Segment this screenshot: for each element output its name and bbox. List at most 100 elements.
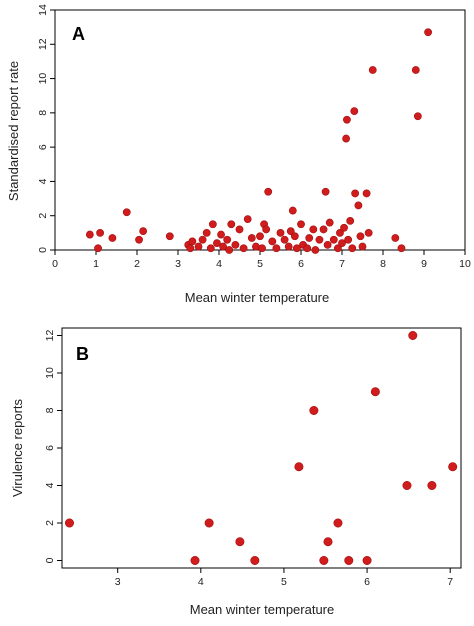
panel-a-data-point	[85, 230, 94, 239]
panel-a-data-point	[122, 208, 131, 217]
panel-b-y-tick-label: 0	[44, 557, 56, 563]
panel-a-data-point	[311, 246, 320, 254]
panel-a-data-point	[356, 232, 365, 241]
panel-b-data-point	[319, 555, 329, 565]
panel-a-data-point	[309, 225, 318, 234]
panel-b-y-tick-label: 12	[44, 330, 56, 342]
panel-a-data-point	[219, 242, 227, 251]
panel-b-plot-area	[61, 327, 462, 569]
panel-a-data-point	[342, 134, 350, 143]
panel-b-y-ticks: 0 2 4 6 8 10 12	[44, 330, 62, 563]
panel-b-data-point	[190, 555, 200, 565]
panel-a-data-point	[391, 234, 400, 242]
panel-b-data-point	[344, 555, 354, 565]
panel-a-data-point	[343, 115, 351, 124]
panel-a-data-point	[319, 225, 328, 234]
panel-a-data-point	[94, 244, 102, 253]
panel-a-data-point	[364, 228, 373, 237]
panel-a-data-point	[96, 228, 104, 237]
panel-b-data-point	[64, 518, 74, 528]
panel-a-data-point	[303, 244, 312, 253]
panel-a-data-point	[247, 234, 256, 242]
panel-a-data-point	[243, 215, 252, 224]
panel-a-data-point	[340, 223, 348, 232]
panel-b-x-ticks: 3 4 5 6 7	[115, 568, 453, 588]
panel-a-data-point	[217, 230, 225, 239]
panel-a-label: A	[72, 24, 85, 44]
panel-a-data-point	[325, 218, 334, 227]
panel-a-x-tick-label: 2	[134, 258, 140, 270]
panel-b-data-point	[402, 480, 412, 490]
panel-a-data-point	[321, 187, 330, 196]
panel-a-data-point	[336, 228, 344, 237]
panel-a-data-point	[344, 235, 353, 244]
panel-a-data-point	[258, 244, 266, 253]
panel-b-y-axis-title: Virulence reports	[10, 398, 25, 497]
panel-a-x-tick-label: 7	[339, 258, 345, 270]
panel-a-data-point	[413, 112, 422, 121]
panel-b-data-point	[333, 518, 343, 528]
panel-b-label: B	[76, 344, 89, 364]
panel-a-data-point	[165, 232, 174, 241]
panel-a-data-point	[424, 28, 432, 37]
panel-a-data-point	[297, 220, 305, 229]
panel-b-data-point	[235, 537, 245, 547]
panel-a-data-point	[194, 242, 203, 251]
panel-a-points	[85, 28, 432, 254]
panel-a-data-point	[411, 66, 420, 74]
panel-b-y-tick-label: 6	[44, 445, 56, 451]
panel-a-x-tick-label: 9	[421, 258, 427, 270]
panel-a-data-point	[239, 244, 248, 253]
panel-a-data-point	[268, 237, 277, 246]
panel-b-y-tick-label: 4	[44, 482, 56, 488]
panel-a-data-point	[333, 244, 342, 253]
panel-b-data-point	[309, 405, 319, 415]
panel-a-data-point	[139, 227, 148, 236]
panel-a-data-point	[264, 187, 273, 196]
panel-a-y-tick-label: 4	[37, 178, 49, 184]
panel-a-data-point	[329, 235, 338, 244]
panel-a-data-point	[272, 244, 281, 253]
panel-a-y-tick-label: 0	[37, 247, 49, 253]
panel-a-x-axis-title: Mean winter temperature	[185, 290, 330, 305]
panel-a-data-point	[323, 240, 332, 249]
panel-b-x-tick-label: 4	[198, 576, 204, 588]
panel-a-data-point	[338, 239, 346, 248]
panel-a-data-point	[235, 225, 244, 234]
panel-a-x-tick-label: 3	[175, 258, 181, 270]
panel-a-y-tick-label: 12	[37, 38, 49, 50]
panel-a-x-tick-label: 1	[93, 258, 99, 270]
panel-a-data-point	[206, 244, 215, 253]
panel-a-data-point	[397, 244, 406, 253]
panel-a-data-point	[292, 244, 301, 253]
panel-a-data-point	[223, 235, 232, 244]
panel-b: B 3 4 5 6 7 0 2 4 6 8 10 12 Mean winter temperatur…	[10, 327, 462, 617]
panel-a-data-point	[305, 234, 314, 242]
panel-a-data-point	[188, 237, 197, 246]
panel-a-data-point	[346, 216, 355, 225]
panel-b-data-point	[362, 555, 372, 565]
panel-a-y-tick-label: 6	[37, 144, 49, 150]
panel-a-x-tick-label: 10	[459, 258, 471, 270]
panel-a-x-tick-label: 8	[380, 258, 386, 270]
panel-a-data-point	[280, 235, 289, 244]
panel-a-data-point	[225, 246, 234, 254]
panel-a-y-tick-label: 14	[37, 4, 49, 16]
panel-a-data-point	[186, 244, 195, 253]
panel-a-y-axis-title: Standardised report rate	[6, 61, 21, 201]
panel-a-y-tick-label: 2	[37, 213, 49, 219]
panel-a-data-point	[284, 242, 293, 251]
panel-b-data-point	[250, 555, 260, 565]
panel-a-data-point	[315, 235, 324, 244]
panel-b-data-point	[448, 462, 458, 472]
panel-b-y-tick-label: 10	[44, 367, 56, 379]
panel-a-data-point	[202, 228, 211, 237]
panel-a-y-tick-label: 10	[37, 73, 49, 85]
panel-a-data-point	[350, 107, 359, 116]
panel-a-data-point	[108, 234, 117, 242]
panel-a-data-point	[368, 66, 377, 74]
panel-a-data-point	[286, 227, 295, 236]
panel-b-x-tick-label: 6	[364, 576, 370, 588]
panel-a-data-point	[213, 239, 221, 248]
